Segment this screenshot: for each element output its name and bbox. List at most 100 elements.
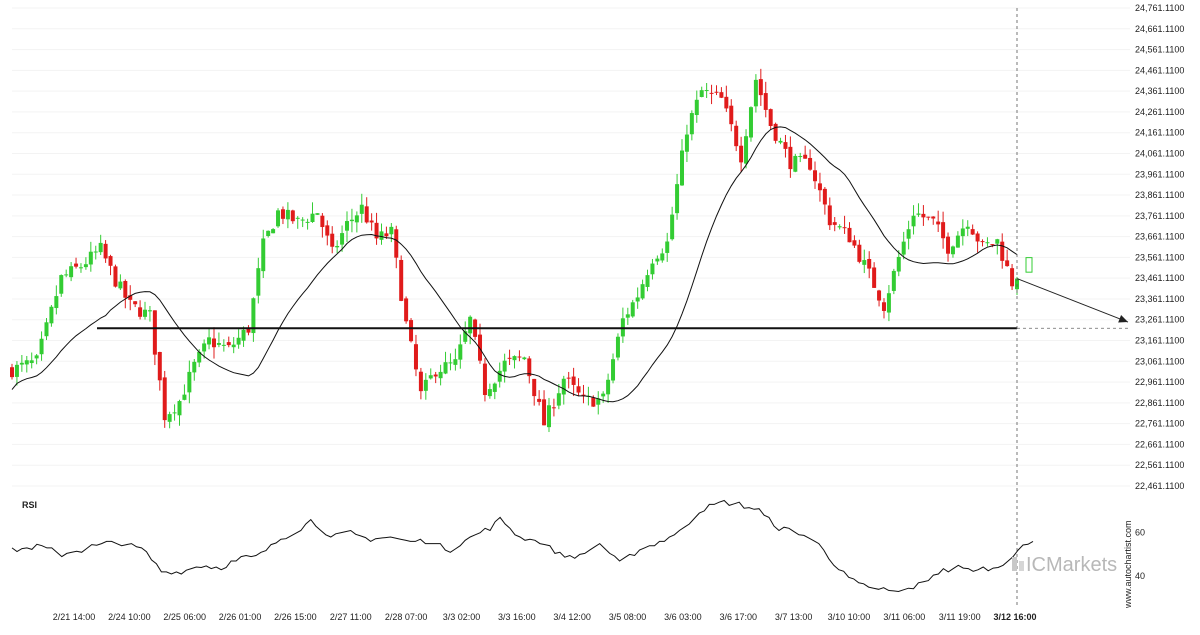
candle-bearish (709, 92, 714, 94)
candle-bearish (591, 397, 596, 407)
brand-watermark: ICMarkets (1012, 554, 1117, 576)
candle-bearish (138, 307, 143, 317)
candle-bullish (960, 228, 965, 237)
candle-bullish (428, 375, 433, 379)
candle-bullish (512, 356, 517, 361)
y-tick-label: 24,361.1100 (1135, 86, 1184, 96)
candle-bullish (251, 298, 256, 334)
candle-bearish (783, 142, 788, 149)
candle-bullish (167, 414, 172, 422)
x-tick-label: 3/6 03:00 (664, 612, 702, 622)
candle-bullish (177, 401, 182, 416)
candle-bullish (256, 268, 261, 296)
candle-bearish (827, 205, 832, 226)
candle-bullish (458, 344, 463, 360)
candle-bearish (384, 233, 389, 237)
candle-bullish (650, 263, 655, 275)
candle-bearish (246, 328, 251, 333)
candle-bullish (98, 242, 103, 253)
candle-bearish (566, 377, 571, 379)
candle-bullish (172, 412, 177, 414)
candle-bullish (54, 296, 59, 309)
candle-bearish (813, 170, 818, 182)
candle-bearish (980, 241, 985, 243)
candle-bearish (936, 221, 941, 225)
candle-bullish (655, 258, 660, 262)
candle-bullish (896, 256, 901, 272)
candle-bullish (354, 215, 359, 223)
candle-bullish (345, 221, 349, 231)
candle-bearish (734, 125, 739, 147)
candle-bullish (315, 213, 320, 215)
candle-bullish (748, 107, 753, 138)
candle-bearish (280, 209, 285, 219)
candle-bearish (847, 227, 852, 243)
candle-bullish (906, 229, 911, 239)
candle-bullish (497, 370, 502, 382)
y-tick-label: 24,461.1100 (1135, 65, 1184, 75)
candle-bearish (290, 210, 295, 222)
grid (12, 7, 1130, 487)
candle-bullish (93, 251, 98, 253)
candle-bullish (389, 226, 394, 235)
candle-bearish (133, 301, 138, 305)
rsi-title: RSI (22, 500, 37, 510)
candle-bearish (1005, 260, 1010, 267)
site-credit: www.autochartist.com (1123, 520, 1133, 609)
x-tick-label: 2/25 06:00 (163, 612, 206, 622)
projection-arrow (1016, 278, 1129, 323)
candle-bearish (817, 183, 822, 191)
candle-bullish (556, 393, 561, 406)
rsi-tick-label: 40 (1135, 571, 1145, 581)
candle-bullish (950, 246, 955, 255)
candle-bearish (364, 206, 369, 223)
candle-bullish (798, 156, 803, 158)
candle-bearish (1010, 268, 1015, 287)
candle-bearish (394, 229, 399, 258)
candle-bearish (482, 363, 487, 396)
candle-bullish (611, 359, 616, 381)
candle-bullish (443, 362, 448, 374)
candle-bullish (69, 266, 74, 278)
candle-bearish (571, 376, 576, 385)
candle-bearish (404, 298, 409, 322)
candle-bearish (211, 338, 216, 348)
candle-bullish (147, 310, 152, 312)
candle-bearish (842, 227, 847, 229)
candle-bullish (453, 359, 458, 365)
candle-bearish (369, 220, 374, 223)
candle-bearish (739, 145, 744, 163)
y-tick-label: 22,561.1100 (1135, 460, 1184, 470)
candle-bullish (192, 361, 197, 373)
candle-bullish (916, 213, 921, 215)
candle-bullish (266, 230, 271, 236)
projection-arrowhead (1118, 315, 1128, 323)
candle-bearish (551, 407, 556, 409)
candle-bullish (448, 362, 453, 364)
rsi-y-axis: 60 40 (1135, 528, 1145, 582)
x-tick-label: 2/26 15:00 (274, 612, 317, 622)
candle-bullish (216, 342, 221, 345)
candle-bearish (103, 243, 108, 259)
candle-bearish (413, 344, 418, 370)
y-tick-label: 24,661.1100 (1135, 24, 1184, 34)
y-tick-label: 22,961.1100 (1135, 377, 1184, 387)
candle-bullish (487, 389, 492, 397)
candle-bearish (113, 266, 118, 287)
candle-bearish (418, 371, 423, 392)
candle-bullish (202, 343, 207, 352)
candle-bullish (305, 221, 310, 223)
candle-bullish (64, 274, 69, 276)
candle-bearish (576, 386, 581, 393)
candle-bearish (946, 236, 951, 254)
candle-bearish (714, 91, 719, 93)
candle-bullish (236, 337, 241, 345)
candle-bearish (881, 302, 886, 311)
candle-bullish (635, 297, 640, 302)
candle-bullish (640, 284, 645, 299)
y-tick-label: 23,061.1100 (1135, 356, 1184, 366)
candle-bullish (699, 90, 704, 97)
x-tick-label: 3/5 08:00 (609, 612, 647, 622)
candle-bullish (596, 398, 601, 405)
